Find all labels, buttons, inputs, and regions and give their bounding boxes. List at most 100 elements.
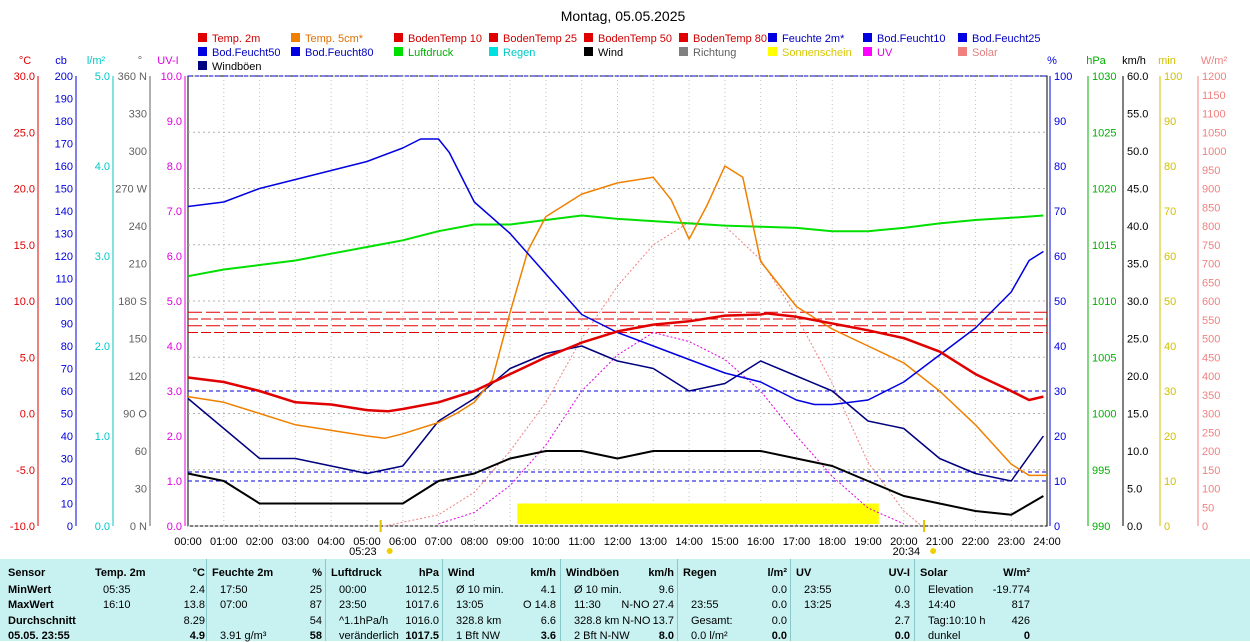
stats-cell: 328.8 km N-NO xyxy=(574,615,651,627)
axis-tick-label: 300 xyxy=(129,146,147,158)
stats-cell: 58 xyxy=(309,630,322,642)
stats-cell: 23:55 xyxy=(691,599,719,611)
axis-tick-label: 70 xyxy=(61,364,73,376)
sunrise-label: 05:23 xyxy=(349,546,377,558)
weather-chart: Montag, 05.05.2025 Temp. 2m Temp. 5cm* Bod… xyxy=(10,8,1228,558)
axis-tick-label: 1100 xyxy=(1202,109,1226,121)
legend-swatch xyxy=(768,47,777,56)
legend-swatch xyxy=(291,33,300,42)
legend-label: Temp. 2m xyxy=(212,33,260,45)
axis-tick-label: 6.0 xyxy=(167,251,182,263)
axis-tick-label: 5.0 xyxy=(167,296,182,308)
axis-tick-label: 150 xyxy=(129,334,147,346)
axis-tick-label: 990 xyxy=(1092,521,1110,533)
axis-tick-label: 5.0 xyxy=(20,352,35,364)
stats-cell: 13.8 xyxy=(183,599,205,611)
axis-tick-label: 60.0 xyxy=(1127,71,1148,83)
sunset-sun-icon xyxy=(930,548,937,554)
axis-unit-label: min xyxy=(1158,55,1176,67)
stats-cell: 426 xyxy=(1011,615,1030,627)
x-tick-label: 10:00 xyxy=(532,536,560,548)
axis-tick-label: 700 xyxy=(1202,259,1220,271)
stats-cell: 23:50 xyxy=(339,599,367,611)
axis-tick-label: 20.0 xyxy=(14,184,35,196)
series-line-windb-en xyxy=(187,345,1045,482)
axis-tick-label: 800 xyxy=(1202,221,1220,233)
axis-tick-label: 90 O xyxy=(123,409,147,421)
stats-cell: 0.0 xyxy=(894,630,910,642)
legend-label: Regen xyxy=(503,47,535,59)
stats-cell: Wind xyxy=(448,567,475,579)
stats-cell: 05.05. 23:55 xyxy=(8,630,70,642)
axis-tick-label: 270 W xyxy=(115,184,147,196)
x-tick-label: 22:00 xyxy=(962,536,990,548)
legend-label: Windböen xyxy=(212,61,262,73)
plot-area: 05:23 20:34 xyxy=(187,138,1047,558)
stats-cell: dunkel xyxy=(928,630,961,642)
stats-cell: 4.1 xyxy=(540,584,556,596)
axis-tick-label: 750 xyxy=(1202,240,1220,252)
stats-cell: km/h xyxy=(530,567,556,579)
axis-tick-label: 0.0 xyxy=(1127,521,1142,533)
stats-cell: 2 Bft N-NW xyxy=(574,630,630,642)
axis-tick-label: 1200 xyxy=(1202,71,1226,83)
axis-tick-label: 240 xyxy=(129,221,147,233)
stats-cell: 05:35 xyxy=(103,584,131,596)
stats-separator xyxy=(790,559,791,641)
legend-label: Sonnenschein xyxy=(782,47,852,59)
axis-tick-label: 210 xyxy=(129,259,147,271)
axis-tick-label: 10.0 xyxy=(161,71,182,83)
axis-tick-label: 9.0 xyxy=(167,116,182,128)
legend-swatch xyxy=(198,47,207,56)
axis-tick-label: 300 xyxy=(1202,409,1220,421)
axis-tick-label: 850 xyxy=(1202,202,1220,214)
legend-swatch xyxy=(679,47,688,56)
axis-tick-label: 160 xyxy=(55,161,73,173)
axis-tick-label: 360 N xyxy=(118,71,147,83)
x-tick-label: 23:00 xyxy=(997,536,1025,548)
axes: °C 30.0 25.0 20.0 15.0 10.0 5.0 0.0 -5.0 -10.0 cb 2… xyxy=(10,55,1228,548)
axis-tick-label: 3.0 xyxy=(95,251,110,263)
stats-cell: 4.3 xyxy=(894,599,910,611)
axis-unit-label: °C xyxy=(19,55,31,67)
axis-tick-label: 70 xyxy=(1164,206,1176,218)
axis-tick-label: 30 xyxy=(135,484,147,496)
axis-tick-label: 330 xyxy=(129,109,147,121)
axis-tick-label: 180 xyxy=(55,116,73,128)
stats-separator xyxy=(206,559,207,641)
axis-tick-label: 50 xyxy=(1164,296,1176,308)
stats-cell: 17:50 xyxy=(220,584,248,596)
legend-label: UV xyxy=(877,47,893,59)
axis-tick-label: 1050 xyxy=(1202,127,1226,139)
stats-cell: 2.4 xyxy=(189,584,205,596)
stats-cell: 1017.5 xyxy=(405,630,439,642)
sunshine-bar xyxy=(517,503,879,524)
stats-cell: 3.6 xyxy=(540,630,556,642)
axis-tick-label: 20 xyxy=(1054,431,1066,443)
stats-cell: 13:05 xyxy=(456,599,484,611)
axis-tick-label: 200 xyxy=(1202,446,1220,458)
stats-cell: Elevation xyxy=(928,584,974,596)
legend-swatch xyxy=(584,33,593,42)
axis-unit-label: W/m² xyxy=(1201,55,1228,67)
stats-separator xyxy=(914,559,915,641)
x-tick-label: 14:00 xyxy=(675,536,703,548)
stats-cell: 1 Bft NW xyxy=(456,630,501,642)
stats-cell: UV xyxy=(796,567,812,579)
legend-label: Luftdruck xyxy=(408,47,454,59)
axis-tick-label: 8.0 xyxy=(167,161,182,173)
axis-tick-label: 10.0 xyxy=(14,296,35,308)
x-tick-label: 18:00 xyxy=(818,536,846,548)
axis-tick-label: 40 xyxy=(1054,341,1066,353)
axis-tick-label: 900 xyxy=(1202,184,1220,196)
stats-cell: 6.6 xyxy=(540,615,556,627)
stats-cell: Ø 10 min. xyxy=(456,584,504,596)
axis-tick-label: 150 xyxy=(1202,465,1220,477)
axis-tick-label: 100 xyxy=(1202,484,1220,496)
axis-tick-label: 10 xyxy=(61,499,73,511)
legend-swatch xyxy=(863,47,872,56)
x-tick-label: 17:00 xyxy=(783,536,811,548)
stats-cell: ^1.1hPa/h xyxy=(339,615,389,627)
axis-tick-label: 550 xyxy=(1202,315,1220,327)
stats-cell: Gesamt: xyxy=(691,615,733,627)
